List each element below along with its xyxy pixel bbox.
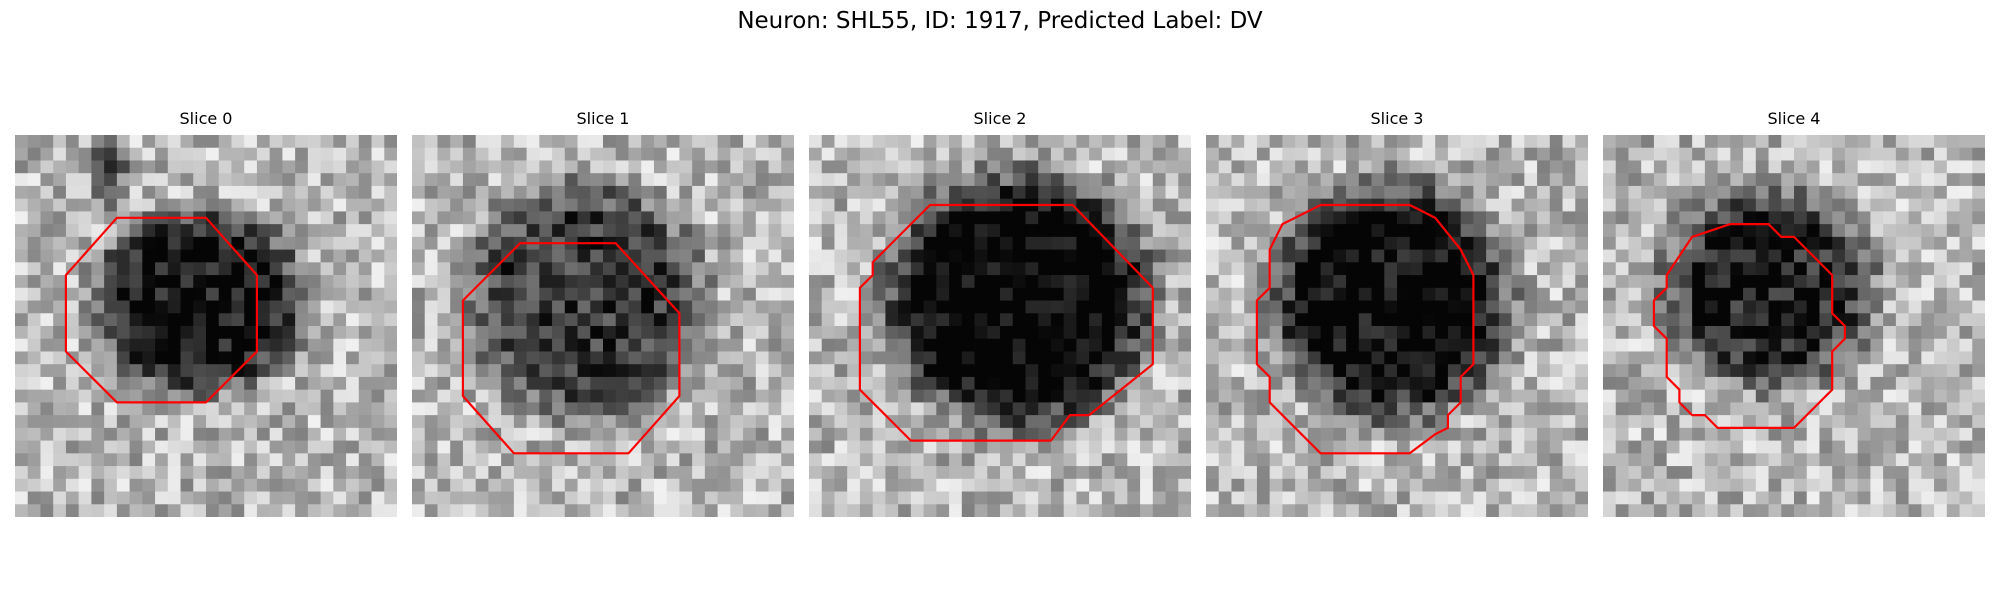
slice-panel-3: Slice 3 [1206,108,1588,517]
slice-title: Slice 0 [179,109,233,128]
segmentation-contour [1255,203,1475,455]
slice-image-3 [1206,135,1588,517]
slice-image-4 [1603,135,1985,517]
segmentation-contour [858,203,1154,442]
segmentation-contour [64,216,258,404]
segmentation-contour [1652,222,1846,429]
slice-image-1 [412,135,794,517]
slice-panel-1: Slice 1 [412,108,794,517]
slice-image-0 [15,135,397,517]
segmentation-contour [461,242,681,455]
slice-panel-2: Slice 2 [809,108,1191,517]
figure-title: Neuron: SHL55, ID: 1917, Predicted Label… [737,8,1263,34]
slice-title: Slice 2 [973,109,1027,128]
slice-panel-0: Slice 0 [15,108,397,517]
slice-title: Slice 3 [1370,109,1424,128]
slice-title: Slice 4 [1767,109,1821,128]
slice-panel-4: Slice 4 [1603,108,1985,517]
slice-title: Slice 1 [576,109,630,128]
slice-image-2 [809,135,1191,517]
